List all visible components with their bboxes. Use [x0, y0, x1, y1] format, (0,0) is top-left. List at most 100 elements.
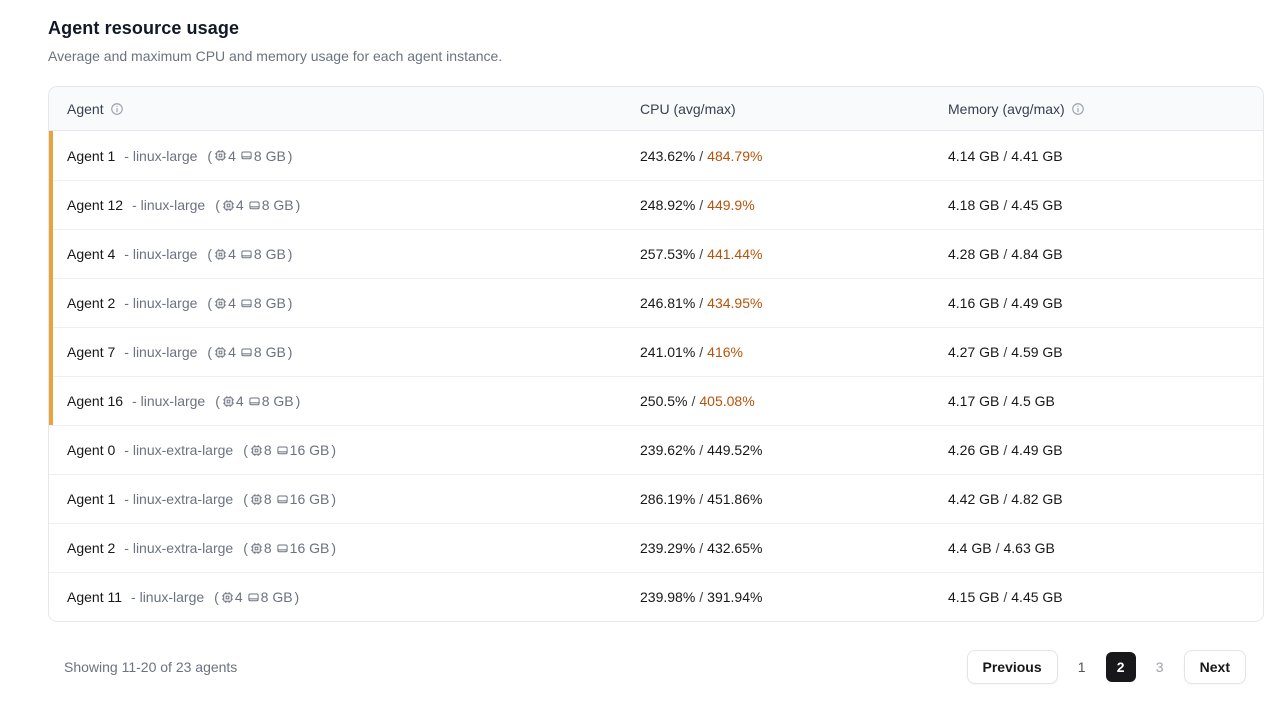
- ram-icon: [277, 543, 288, 552]
- agent-cell: Agent 11 - linux-large ( 4 8 GB): [49, 589, 640, 605]
- agent-ram-size: 8 GB: [261, 393, 294, 409]
- ram-icon: [241, 347, 252, 356]
- table-row: Agent 11 - linux-large ( 4 8 GB): [49, 572, 1263, 621]
- memory-avg-value: 4.18 GB: [948, 197, 1000, 213]
- agent-ram-size: 16 GB: [289, 491, 330, 507]
- cpu-avg-value: 239.29%: [640, 540, 696, 556]
- cpu-chip-icon: [250, 542, 263, 554]
- column-header-cpu-label: CPU (avg/max): [640, 100, 736, 117]
- agent-usage-table: Agent CPU (avg/max) Memory (avg/max) Age…: [48, 86, 1264, 622]
- cpu-avg-value: 243.62%: [640, 147, 696, 164]
- specs-close-paren: ): [331, 442, 337, 458]
- cpu-chip-icon: [214, 149, 227, 162]
- memory-avg-value: 4.15 GB: [948, 589, 1000, 605]
- specs-open-paren: (: [207, 147, 213, 164]
- specs-open-paren: (: [207, 344, 213, 360]
- agent-cpu-count: 4: [235, 197, 244, 213]
- cpu-max-value: 434.95%: [707, 295, 763, 311]
- value-separator: /: [699, 491, 704, 507]
- specs-close-paren: ): [287, 147, 293, 164]
- cpu-max-value: 449.9%: [707, 197, 755, 213]
- agent-cell: Agent 4 - linux-large ( 4 8 GB): [49, 246, 640, 262]
- page-number-3[interactable]: 3: [1155, 659, 1164, 675]
- cpu-avg-value: 246.81%: [640, 295, 696, 311]
- memory-avg-value: 4.17 GB: [948, 393, 1000, 409]
- agent-ram-size: 16 GB: [289, 540, 330, 556]
- agent-name: Agent 7: [67, 344, 116, 360]
- agent-cpu-count: 4: [235, 393, 244, 409]
- page-number-2-active[interactable]: 2: [1105, 652, 1136, 682]
- memory-avg-value: 4.16 GB: [948, 295, 1000, 311]
- warning-accent-bar: [49, 131, 53, 425]
- memory-max-value: 4.84 GB: [1011, 246, 1063, 262]
- memory-usage-cell: 4.27 GB/4.59 GB: [948, 344, 1263, 360]
- cpu-max-value: 391.94%: [707, 589, 763, 605]
- table-footer: Showing 11-20 of 23 agents Previous 1 2 …: [48, 650, 1264, 684]
- cpu-avg-value: 239.62%: [640, 442, 696, 458]
- value-separator: /: [1003, 197, 1008, 213]
- agent-type: - linux-large: [124, 147, 198, 164]
- memory-avg-value: 4.26 GB: [948, 442, 1000, 458]
- info-icon[interactable]: [1071, 102, 1085, 116]
- specs-open-paren: (: [214, 589, 219, 605]
- value-separator: /: [1003, 442, 1008, 458]
- specs-close-paren: ): [294, 589, 300, 605]
- page-number-1[interactable]: 1: [1077, 659, 1086, 675]
- table-row: Agent 7 - linux-large ( 4 8 GB): [49, 327, 1263, 376]
- value-separator: /: [699, 147, 704, 164]
- specs-close-paren: ): [287, 246, 293, 262]
- agent-cpu-count: 4: [228, 147, 236, 164]
- cpu-usage-cell: 248.92%/449.9%: [640, 197, 948, 213]
- next-page-button[interactable]: Next: [1183, 650, 1246, 684]
- value-separator: /: [1003, 295, 1008, 311]
- agent-ram-size: 8 GB: [253, 147, 286, 164]
- agent-name: Agent 12: [67, 197, 124, 213]
- agent-type: - linux-extra-large: [124, 491, 234, 507]
- agent-cell: Agent 0 - linux-extra-large ( 8 16 GB): [49, 442, 640, 458]
- agent-name: Agent 4: [67, 246, 116, 262]
- cpu-usage-cell: 239.29%/432.65%: [640, 540, 948, 556]
- agent-name: Agent 1: [67, 491, 116, 507]
- column-header-agent-label: Agent: [67, 100, 104, 117]
- info-icon[interactable]: [110, 102, 124, 116]
- agent-name: Agent 2: [67, 295, 116, 311]
- agent-type: - linux-large: [124, 295, 198, 311]
- page: Agent resource usage Average and maximum…: [48, 18, 1264, 684]
- agent-cpu-count: 8: [263, 491, 272, 507]
- memory-avg-value: 4.14 GB: [948, 147, 1000, 164]
- table-row: Agent 0 - linux-extra-large ( 8 16 GB): [49, 425, 1263, 474]
- specs-open-paren: (: [243, 540, 248, 556]
- agent-cpu-count: 8: [263, 442, 272, 458]
- cpu-chip-icon: [214, 346, 227, 358]
- agent-specs: ( 4 8 GB): [207, 295, 292, 311]
- cpu-max-value: 432.65%: [707, 540, 763, 556]
- agent-type: - linux-large: [131, 589, 205, 605]
- table-row: Agent 2 - linux-large ( 4 8 GB): [49, 278, 1263, 327]
- memory-usage-cell: 4.15 GB/4.45 GB: [948, 589, 1263, 605]
- cpu-usage-cell: 246.81%/434.95%: [640, 295, 948, 311]
- agent-specs: ( 4 8 GB): [207, 344, 292, 360]
- agent-ram-size: 8 GB: [261, 197, 294, 213]
- specs-open-paren: (: [207, 246, 213, 262]
- agent-specs: ( 4 8 GB): [207, 148, 292, 164]
- memory-usage-cell: 4.18 GB/4.45 GB: [948, 197, 1263, 213]
- memory-max-value: 4.63 GB: [1003, 540, 1055, 556]
- specs-close-paren: ): [287, 295, 293, 311]
- ram-icon: [248, 592, 259, 601]
- table-header-row: Agent CPU (avg/max) Memory (avg/max): [49, 87, 1263, 131]
- agent-specs: ( 8 16 GB): [243, 540, 336, 556]
- cpu-usage-cell: 239.62%/449.52%: [640, 442, 948, 458]
- specs-open-paren: (: [215, 197, 220, 213]
- value-separator: /: [1003, 589, 1008, 605]
- specs-close-paren: ): [331, 491, 337, 507]
- ram-icon: [277, 445, 288, 454]
- value-separator: /: [1003, 147, 1008, 164]
- column-header-memory-label: Memory (avg/max): [948, 100, 1065, 117]
- agent-name: Agent 1: [67, 147, 116, 164]
- cpu-avg-value: 241.01%: [640, 344, 696, 360]
- previous-page-button[interactable]: Previous: [966, 650, 1058, 684]
- table-row: Agent 1 - linux-large ( 4 8 GB): [49, 131, 1263, 180]
- cpu-max-value: 441.44%: [707, 246, 763, 262]
- showing-count-label: Showing 11-20 of 23 agents: [64, 659, 238, 675]
- memory-max-value: 4.45 GB: [1011, 589, 1063, 605]
